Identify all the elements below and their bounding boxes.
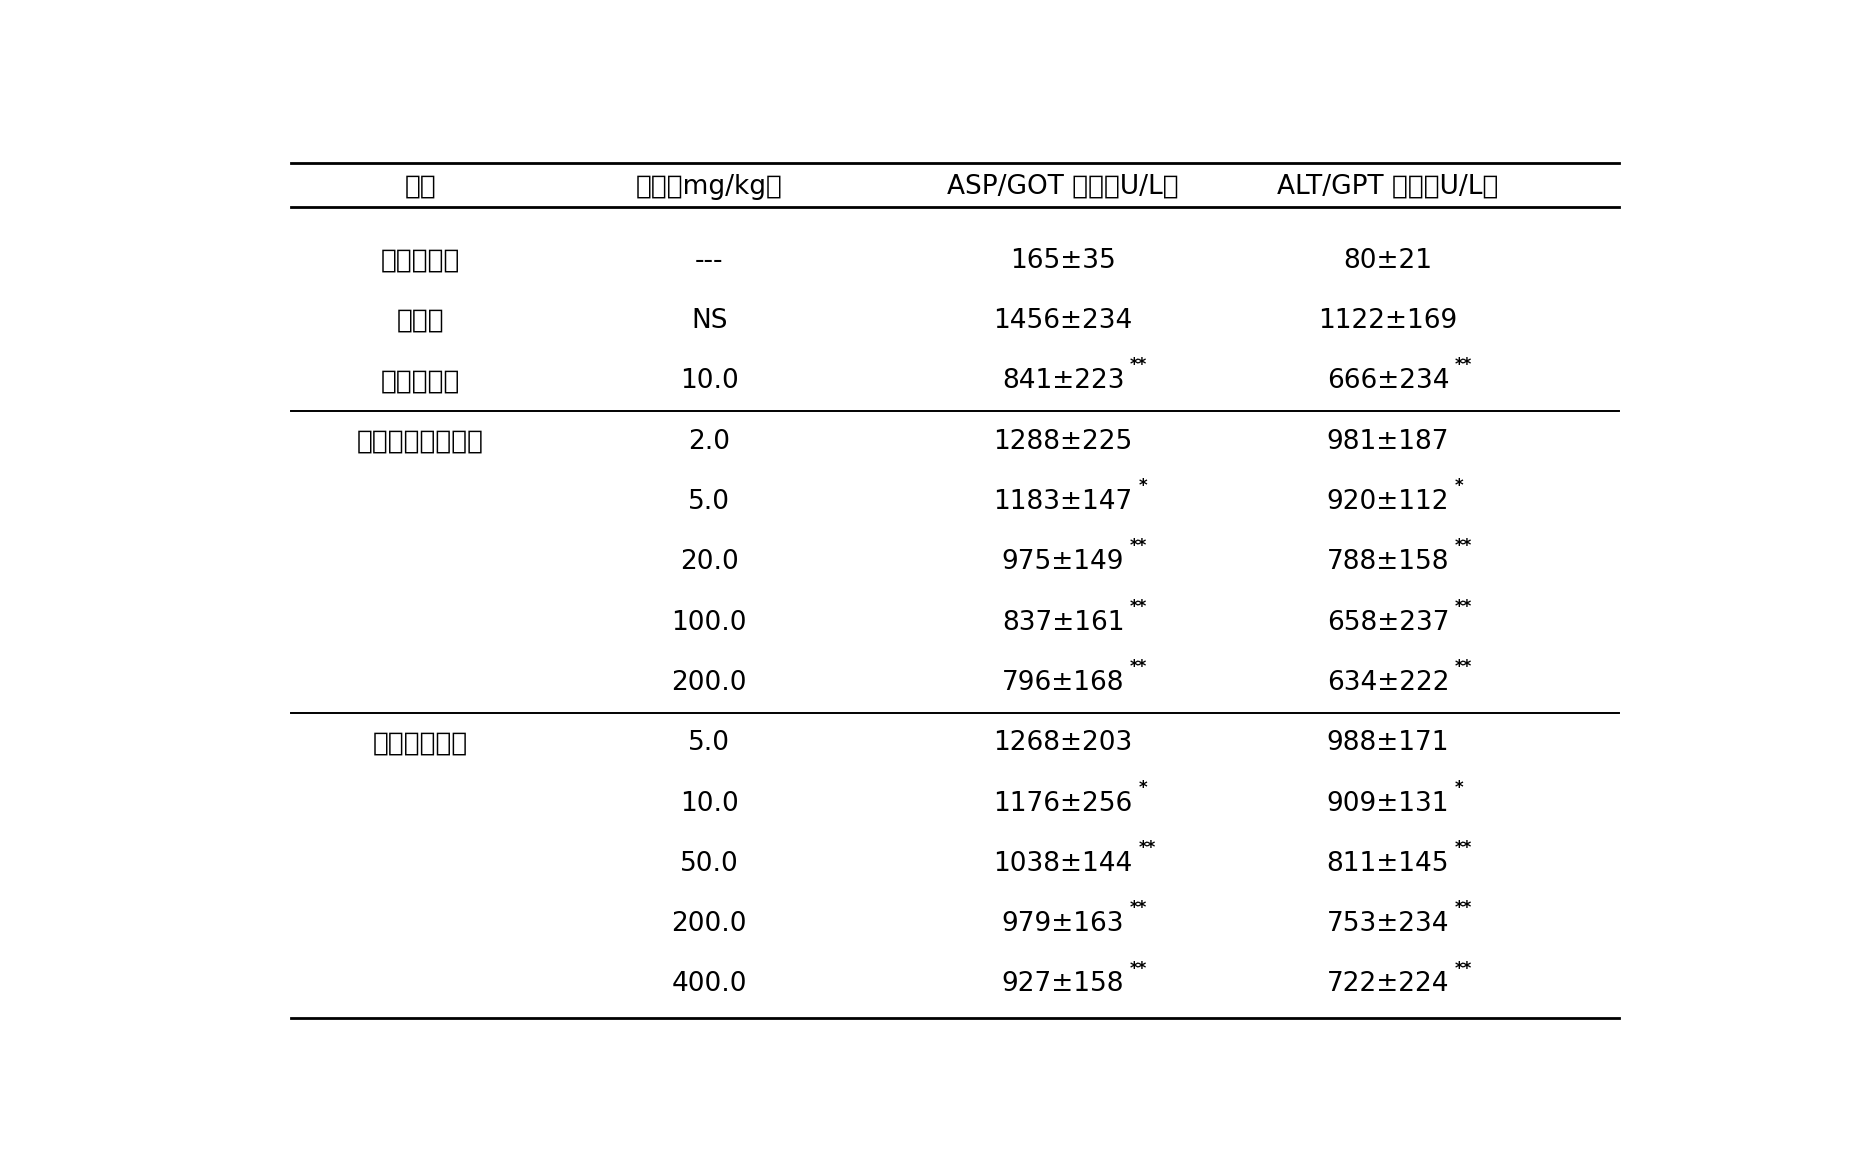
- Text: 1268±203: 1268±203: [993, 730, 1133, 756]
- Text: 1122±169: 1122±169: [1319, 308, 1457, 334]
- Text: 莫诺苷灌胃组: 莫诺苷灌胃组: [373, 730, 468, 756]
- Text: 联苯双酯组: 联苯双酯组: [380, 369, 460, 394]
- Text: 927±158: 927±158: [1002, 971, 1125, 998]
- Text: *: *: [1455, 477, 1464, 495]
- Text: 10.0: 10.0: [680, 369, 740, 394]
- Text: **: **: [1455, 598, 1472, 615]
- Text: 666±234: 666±234: [1326, 369, 1449, 394]
- Text: **: **: [1131, 960, 1148, 978]
- Text: 788±158: 788±158: [1326, 550, 1449, 575]
- Text: 1038±144: 1038±144: [993, 851, 1133, 877]
- Text: 988±171: 988±171: [1326, 730, 1449, 756]
- Text: 20.0: 20.0: [680, 550, 740, 575]
- Text: 5.0: 5.0: [687, 730, 730, 756]
- Text: **: **: [1455, 658, 1472, 676]
- Text: *: *: [1455, 779, 1464, 796]
- Text: 975±149: 975±149: [1002, 550, 1125, 575]
- Text: 658±237: 658±237: [1326, 609, 1449, 636]
- Text: 400.0: 400.0: [671, 971, 747, 998]
- Text: 1288±225: 1288±225: [993, 429, 1133, 455]
- Text: 10.0: 10.0: [680, 790, 740, 817]
- Text: 200.0: 200.0: [671, 669, 747, 696]
- Text: **: **: [1131, 658, 1148, 676]
- Text: 组别: 组别: [404, 174, 436, 200]
- Text: **: **: [1455, 356, 1472, 374]
- Text: 909±131: 909±131: [1326, 790, 1449, 817]
- Text: 165±35: 165±35: [1010, 248, 1116, 274]
- Text: 837±161: 837±161: [1002, 609, 1125, 636]
- Text: ---: ---: [695, 248, 723, 274]
- Text: **: **: [1131, 356, 1148, 374]
- Text: 753±234: 753±234: [1326, 911, 1449, 938]
- Text: 722±224: 722±224: [1326, 971, 1449, 998]
- Text: **: **: [1138, 839, 1157, 857]
- Text: 80±21: 80±21: [1343, 248, 1433, 274]
- Text: 5.0: 5.0: [687, 488, 730, 515]
- Text: 1176±256: 1176±256: [993, 790, 1133, 817]
- Text: 981±187: 981±187: [1326, 429, 1449, 455]
- Text: **: **: [1455, 900, 1472, 917]
- Text: **: **: [1455, 839, 1472, 857]
- Text: **: **: [1131, 900, 1148, 917]
- Text: 796±168: 796±168: [1002, 669, 1125, 696]
- Text: 979±163: 979±163: [1002, 911, 1125, 938]
- Text: **: **: [1131, 598, 1148, 615]
- Text: 莫诺苷静脉注射组: 莫诺苷静脉注射组: [358, 429, 484, 455]
- Text: 剂量（mg/kg）: 剂量（mg/kg）: [635, 174, 782, 200]
- Text: 811±145: 811±145: [1326, 851, 1449, 877]
- Text: 100.0: 100.0: [671, 609, 747, 636]
- Text: 1456±234: 1456±234: [993, 308, 1133, 334]
- Text: NS: NS: [691, 308, 728, 334]
- Text: **: **: [1455, 537, 1472, 555]
- Text: ALT/GPT 醂活（U/L）: ALT/GPT 醂活（U/L）: [1278, 174, 1498, 200]
- Text: 50.0: 50.0: [680, 851, 740, 877]
- Text: 模型组: 模型组: [397, 308, 445, 334]
- Text: 634±222: 634±222: [1326, 669, 1449, 696]
- Text: **: **: [1131, 537, 1148, 555]
- Text: **: **: [1455, 960, 1472, 978]
- Text: 841±223: 841±223: [1002, 369, 1125, 394]
- Text: ASP/GOT 醂活（U/L）: ASP/GOT 醂活（U/L）: [946, 174, 1179, 200]
- Text: *: *: [1138, 779, 1148, 796]
- Text: 正常对照组: 正常对照组: [380, 248, 460, 274]
- Text: 200.0: 200.0: [671, 911, 747, 938]
- Text: 920±112: 920±112: [1326, 488, 1449, 515]
- Text: *: *: [1138, 477, 1148, 495]
- Text: 2.0: 2.0: [687, 429, 730, 455]
- Text: 1183±147: 1183±147: [993, 488, 1133, 515]
